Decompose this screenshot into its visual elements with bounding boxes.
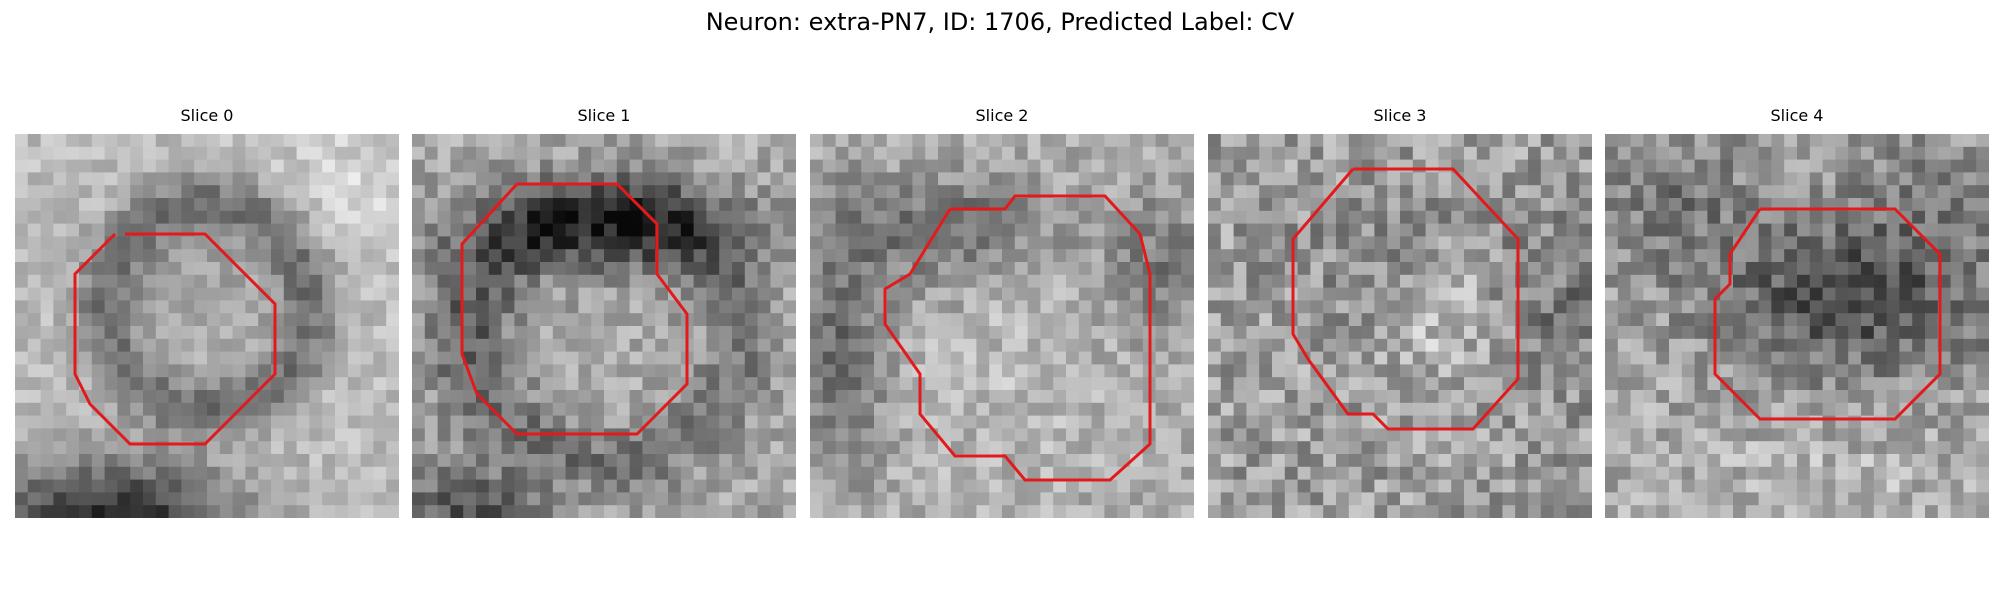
intensity-grid-3: [1208, 134, 1592, 518]
slice-panel-3: Slice 3: [1208, 106, 1592, 518]
slice-image-0: [15, 134, 399, 518]
neuron-contour-1: [460, 182, 689, 436]
neuron-contour-2: [883, 194, 1152, 482]
intensity-grid-2: [810, 134, 1194, 518]
neuron-contour-3: [1291, 167, 1520, 431]
slice-title-3: Slice 3: [1373, 106, 1427, 125]
slice-panel-4: Slice 4: [1605, 106, 1989, 518]
slice-title-1: Slice 1: [577, 106, 631, 125]
figure-title: Neuron: extra-PN7, ID: 1706, Predicted L…: [705, 8, 1295, 36]
slice-panel-2: Slice 2: [810, 106, 1194, 518]
intensity-grid-4: [1605, 134, 1989, 518]
neuron-contour-4: [1713, 207, 1942, 421]
slice-image-1: [412, 134, 796, 518]
neuron-contour-0: [73, 232, 277, 446]
slice-panel-0: Slice 0: [15, 106, 399, 518]
intensity-grid-1: [412, 134, 796, 518]
slice-image-4: [1605, 134, 1989, 518]
intensity-grid-0: [15, 134, 399, 518]
slice-image-2: [810, 134, 1194, 518]
slice-panel-1: Slice 1: [412, 106, 796, 518]
slice-title-2: Slice 2: [975, 106, 1029, 125]
slice-title-0: Slice 0: [180, 106, 234, 125]
slice-title-4: Slice 4: [1770, 106, 1824, 125]
slice-image-3: [1208, 134, 1592, 518]
